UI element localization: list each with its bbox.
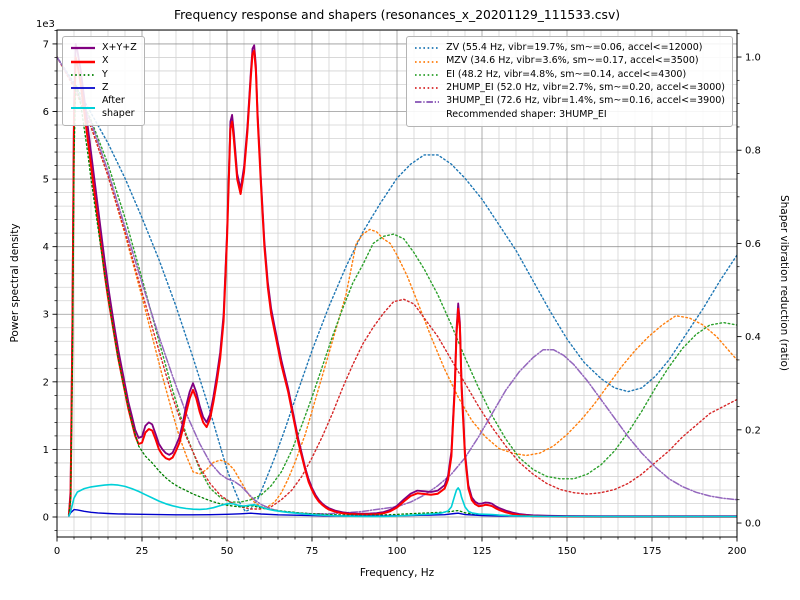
svg-text:0.4: 0.4 [745,332,761,343]
svg-text:150: 150 [557,546,576,557]
legend-item: Z [70,82,137,94]
legend-label: Y [102,68,108,80]
svg-text:0.2: 0.2 [745,425,761,436]
legend-item: X [70,55,137,67]
legend-item: MZV (34.6 Hz, vibr=3.6%, sm~=0.17, accel… [414,55,725,67]
line-sample-icon [415,60,440,63]
curve-x [67,49,737,518]
legend-psd-series: X+Y+Z X Y Z After shaper [62,36,145,127]
line-sample-icon [415,100,440,103]
svg-text:6: 6 [43,107,49,118]
legend-label: Z [102,82,109,94]
line-sample-icon [415,87,440,90]
legend-item: Recommended shaper: 3HUMP_EI [414,109,725,121]
line-sample-icon [71,74,95,76]
svg-text:3: 3 [43,310,49,321]
line-sample-icon [71,60,95,63]
legend-shapers: ZV (55.4 Hz, vibr=19.7%, sm~=0.06, accel… [406,36,733,128]
svg-text:0.6: 0.6 [745,239,761,250]
svg-text:2: 2 [43,377,49,388]
legend-item: Y [70,69,137,81]
svg-text:125: 125 [472,546,491,557]
svg-text:175: 175 [642,546,661,557]
curves [57,43,737,518]
y-axis-multiplier: 1e3 [36,19,55,30]
legend-label: 3HUMP_EI (72.6 Hz, vibr=1.4%, sm~=0.16, … [446,95,725,107]
svg-text:200: 200 [727,546,746,557]
curve-ei [57,56,737,503]
svg-text:4: 4 [43,242,49,253]
legend-label: X [102,55,109,67]
line-sample-icon [415,47,440,50]
legend-item: After shaper [70,95,137,120]
svg-text:0: 0 [54,546,60,557]
curve-mzv [57,56,737,508]
legend-label: After shaper [102,95,135,119]
chart-title: Frequency response and shapers (resonanc… [173,8,621,22]
recommended-shaper-note: Recommended shaper: 3HUMP_EI [446,108,607,120]
legend-item: 2HUMP_EI (52.0 Hz, vibr=2.7%, sm~=0.20, … [414,82,725,94]
x-axis-label: Frequency, Hz [359,567,435,579]
svg-text:1.0: 1.0 [745,53,761,64]
svg-text:50: 50 [221,546,234,557]
svg-text:1: 1 [43,445,49,456]
legend-item: X+Y+Z [70,42,137,54]
svg-text:25: 25 [136,546,149,557]
legend-label: MZV (34.6 Hz, vibr=3.6%, sm~=0.17, accel… [446,55,699,67]
line-sample-icon [71,47,95,50]
svg-text:0.8: 0.8 [745,146,761,157]
curve-after-shaper [68,483,737,518]
curve-z [68,508,737,518]
legend-item: EI (48.2 Hz, vibr=4.8%, sm~=0.14, accel<… [414,69,725,81]
line-sample-icon [415,73,440,76]
legend-label: X+Y+Z [102,42,137,53]
svg-text:5: 5 [43,175,49,186]
svg-text:7: 7 [43,39,49,50]
svg-text:75: 75 [306,546,319,557]
legend-item: ZV (55.4 Hz, vibr=19.7%, sm~=0.06, accel… [414,42,725,54]
curve-zv [57,56,737,513]
legend-label: 2HUMP_EI (52.0 Hz, vibr=2.7%, sm~=0.20, … [446,82,725,94]
svg-text:100: 100 [387,546,406,557]
line-sample-icon [71,87,95,90]
svg-text:0.0: 0.0 [745,519,761,530]
legend-label: EI (48.2 Hz, vibr=4.8%, sm~=0.14, accel<… [446,68,687,80]
curve-2hump_ei [57,56,737,510]
line-sample-icon [71,106,95,109]
svg-text:0: 0 [43,512,49,523]
legend-item: 3HUMP_EI (72.6 Hz, vibr=1.4%, sm~=0.16, … [414,95,725,107]
legend-label: ZV (55.4 Hz, vibr=19.7%, sm~=0.06, accel… [446,42,703,53]
